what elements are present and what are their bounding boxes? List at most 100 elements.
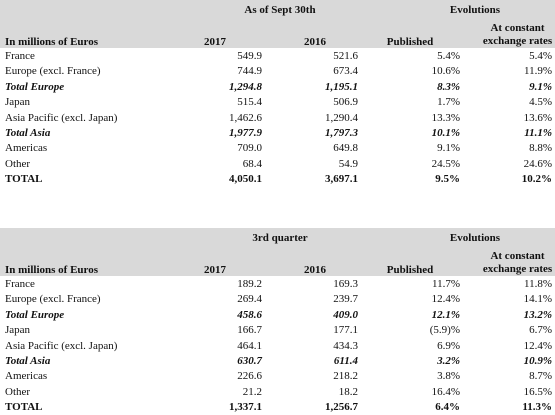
cell-value: 9.5% [435,173,460,186]
cell-value: 409.0 [333,308,358,321]
row-label: Other [5,157,31,170]
cell-value: (5.9)% [429,324,460,337]
cell-value: 744.9 [237,65,262,78]
column-header: 2017 [204,36,226,48]
cell-value: 630.7 [237,355,262,367]
cell-value: 649.8 [333,142,358,155]
cell-value: 1,290.4 [325,111,358,124]
row-label: Total Europe [5,308,65,321]
cell-value: 18.2 [338,385,358,398]
cell-value: 10.1% [431,127,460,139]
cell-value: 16.5% [523,385,552,398]
cell-value: 24.6% [523,157,552,170]
cell-value: 13.6% [523,111,552,124]
cell-value: 14.1% [523,293,552,306]
cell-value: 12.4% [523,339,552,352]
row-label: Total Europe [5,80,65,93]
row-label: Asia Pacific (excl. Japan) [5,339,118,352]
cell-value: 54.9 [338,157,358,170]
cell-value: 673.4 [333,65,358,78]
cell-value: 11.3% [522,401,552,414]
cell-value: 8.7% [529,370,552,383]
cell-value: 3.2% [437,355,460,367]
cell-value: 10.9% [523,355,552,367]
column-header: At constant exchange rates [482,250,553,275]
column-group: As of Sept 30th [244,4,316,16]
cell-value: 11.1% [524,127,552,139]
row-label: Japan [5,324,31,337]
header-band [0,228,555,276]
cell-value: 6.9% [437,339,460,352]
column-header: 2016 [304,264,326,276]
cell-value: 12.1% [431,308,460,321]
row-label: TOTAL [5,173,43,186]
cell-value: 1,462.6 [229,111,262,124]
cell-value: 8.8% [529,142,552,155]
column-header: 2016 [304,36,326,48]
row-label: Total Asia [5,355,51,367]
cell-value: 1,294.8 [229,80,262,93]
cell-value: 1,195.1 [325,80,358,93]
cell-value: 10.2% [521,173,552,186]
row-label: Europe (excl. France) [5,65,101,78]
cell-value: 24.5% [431,157,460,170]
table: As of Sept 30th Evolutions In millions of … [0,0,555,185]
cell-value: 1,256.7 [325,401,358,414]
cell-value: 521.6 [333,50,358,62]
cell-value: 6.7% [529,324,552,337]
row-label-header: In millions of Euros [5,36,99,48]
cell-value: 218.2 [333,370,358,383]
row-label: Europe (excl. France) [5,293,101,306]
row-label: Americas [5,370,48,383]
cell-value: 10.6% [431,65,460,78]
cell-value: 6.4% [435,401,460,414]
row-label: France [5,278,35,290]
cell-value: 11.8% [523,278,552,290]
column-group: Evolutions [449,232,501,244]
column-header: Published [386,36,434,48]
cell-value: 709.0 [237,142,262,155]
cell-value: 434.3 [333,339,358,352]
cell-value: 13.3% [431,111,460,124]
cell-value: 239.7 [333,293,358,306]
cell-value: 3,697.1 [325,173,358,186]
cell-value: 13.2% [523,308,552,321]
cell-value: 506.9 [333,96,358,109]
column-header: Published [386,264,434,276]
row-label: France [5,50,35,62]
cell-value: 4,050.1 [229,173,262,186]
row-label: Total Asia [5,127,51,139]
cell-value: 611.4 [333,355,358,367]
column-group: 3rd quarter [252,232,308,244]
cell-value: 189.2 [237,278,262,290]
cell-value: 177.1 [333,324,358,337]
row-label: Japan [5,96,31,109]
cell-value: 464.1 [237,339,262,352]
row-label: Other [5,385,31,398]
row-label: Americas [5,142,48,155]
row-label: Asia Pacific (excl. Japan) [5,111,118,124]
row-label-header: In millions of Euros [5,264,99,276]
cell-value: 5.4% [529,50,552,62]
cell-value: 16.4% [431,385,460,398]
column-header: At constant exchange rates [482,22,553,47]
column-header: 2017 [204,264,226,276]
cell-value: 11.7% [431,278,460,290]
cell-value: 21.2 [242,385,262,398]
table: 3rd quarter Evolutions In millions of Euro… [0,228,555,413]
cell-value: 4.5% [529,96,552,109]
cell-value: 1,797.3 [325,127,358,139]
cell-value: 1.7% [437,96,460,109]
cell-value: 269.4 [237,293,262,306]
cell-value: 169.3 [333,278,358,290]
cell-value: 1,977.9 [229,127,262,139]
cell-value: 166.7 [237,324,262,337]
cell-value: 8.3% [437,80,460,93]
cell-value: 458.6 [237,308,262,321]
cell-value: 5.4% [437,50,460,62]
column-group: Evolutions [449,4,501,16]
cell-value: 68.4 [242,157,262,170]
cell-value: 515.4 [237,96,262,109]
cell-value: 549.9 [237,50,262,62]
